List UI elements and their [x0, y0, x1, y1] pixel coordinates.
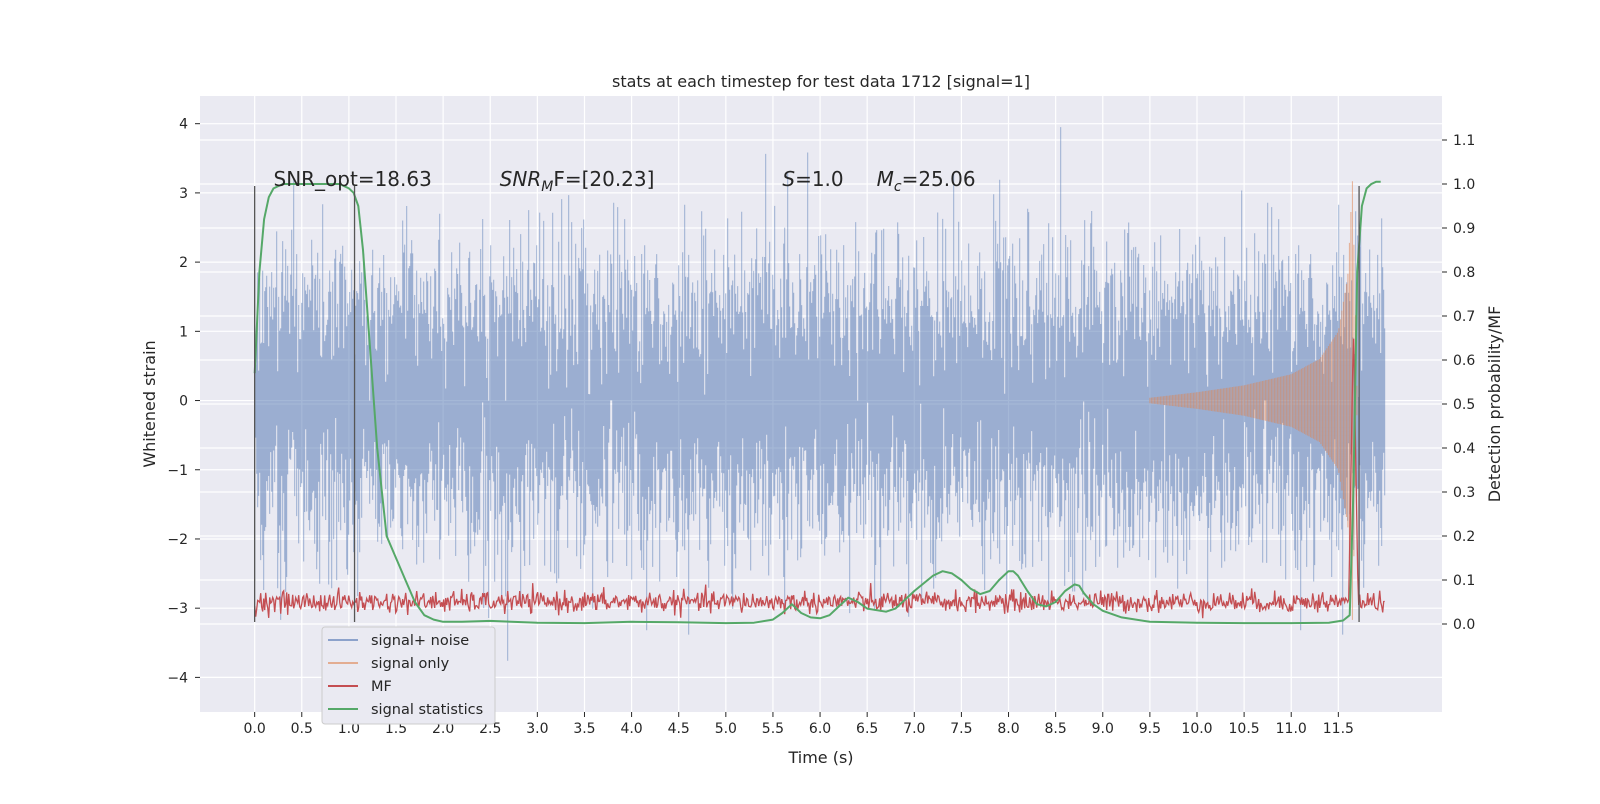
x-tick-label: 6.5: [856, 721, 878, 737]
y2-tick-label: 0.6: [1453, 353, 1475, 369]
annotations: SNR_opt=18.63 SNRMF=[20.23] S=1.0 Mc=25.06: [274, 167, 976, 195]
vertical-markers: [254, 185, 1360, 623]
legend-box: [321, 626, 496, 725]
x-tick-label: 2.5: [479, 721, 501, 737]
axes: 0.0 0.5 1.0 1.5 2.0 2.5 3.0 3.5 4.0 4.5 5.0 5.5 6.0 6…: [167, 117, 1475, 737]
y2-tick-label: 0.0: [1453, 617, 1475, 633]
y2-axis-title: Detection probability/MF: [1485, 306, 1504, 503]
annotation-text: SNRMF=[20.23]: [500, 167, 655, 195]
x-tick-label: 11.0: [1276, 721, 1307, 737]
y-axis-title: Whitened strain: [140, 340, 159, 467]
y2-tick-label: 0.3: [1453, 485, 1475, 501]
x-tick-label: 5.5: [762, 721, 784, 737]
x-tick-label: 1.5: [385, 721, 407, 737]
legend-label-signal-only: signal only: [371, 656, 450, 672]
x-tick-label: 3.0: [526, 721, 548, 737]
chart-title: stats at each timestep for test data 171…: [612, 72, 1030, 91]
y-tick-label: 2: [179, 255, 188, 271]
y2-tick-label: 0.2: [1453, 529, 1475, 545]
y2-tick-label: 0.9: [1453, 221, 1475, 237]
x-tick-label: 0.0: [244, 721, 266, 737]
x-tick-label: 10.0: [1181, 721, 1212, 737]
y-tick-label: −2: [167, 532, 188, 548]
y-tick-label: −1: [167, 463, 188, 479]
y2-tick-label: 1.0: [1453, 177, 1475, 193]
x-tick-label: 2.0: [432, 721, 454, 737]
y2-tick-label: 0.5: [1453, 397, 1475, 413]
x-tick-label: 9.5: [1139, 721, 1161, 737]
legend-label-signal-noise: signal+ noise: [371, 633, 469, 649]
x-tick-label: 9.0: [1092, 721, 1114, 737]
legend: signal+ noise signal only MF signal stat…: [321, 626, 496, 725]
annotation-text: SNR_opt=18.63: [274, 167, 432, 191]
x-tick-label: 7.0: [903, 721, 925, 737]
x-tick-label: 8.5: [1045, 721, 1067, 737]
x-tick-label: 4.5: [668, 721, 690, 737]
y-tick-label: 3: [179, 186, 188, 202]
annotation-text: Mc=25.06: [877, 167, 976, 195]
series-signal-statistics: [253, 180, 1381, 625]
series-signal-only: [1149, 181, 1358, 620]
x-tick-label: 7.5: [950, 721, 972, 737]
x-tick-label: 8.0: [997, 721, 1019, 737]
y2-tick-label: 0.7: [1453, 309, 1475, 325]
legend-label-signal-statistics: signal statistics: [371, 702, 483, 718]
x-tick-label: 5.0: [715, 721, 737, 737]
x-tick-label: 6.0: [809, 721, 831, 737]
x-axis-title: Time (s): [787, 748, 853, 767]
y-tick-label: 1: [179, 324, 188, 340]
series-mf: [254, 338, 1385, 619]
annotation-text: S=1.0: [782, 167, 843, 191]
x-tick-label: 4.0: [620, 721, 642, 737]
y-tick-label: 4: [179, 117, 188, 133]
y2-tick-label: 0.8: [1453, 265, 1475, 281]
x-tick-label: 11.5: [1323, 721, 1354, 737]
y2-tick-label: 1.1: [1453, 133, 1475, 149]
x-tick-label: 3.5: [573, 721, 595, 737]
y2-tick-label: 0.1: [1453, 573, 1475, 589]
legend-label-mf: MF: [371, 679, 392, 695]
y2-tick-label: 0.4: [1453, 441, 1475, 457]
y-tick-label: 0: [179, 394, 188, 410]
y-tick-label: −3: [167, 601, 188, 617]
x-tick-label: 0.5: [291, 721, 313, 737]
y-tick-label: −4: [167, 670, 188, 686]
x-tick-label: 10.5: [1229, 721, 1260, 737]
x-tick-label: 1.0: [338, 721, 360, 737]
